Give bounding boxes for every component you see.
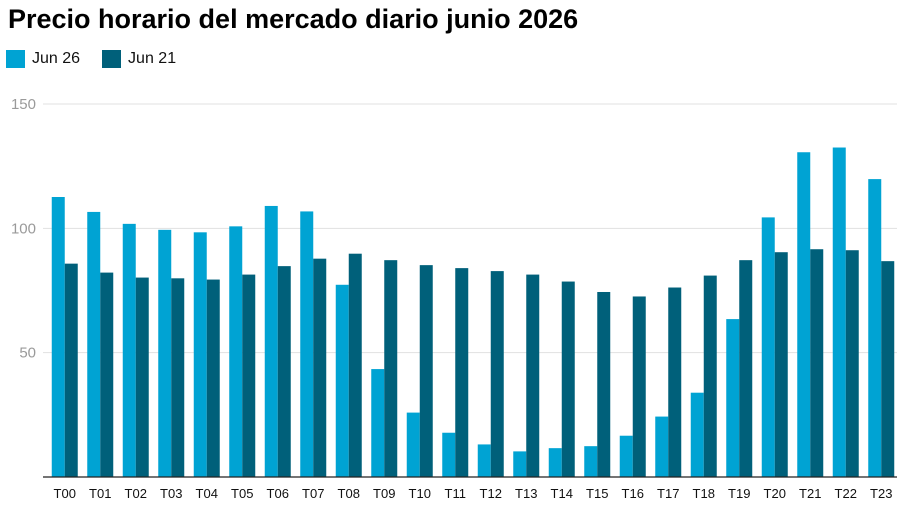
bar-T12-series-1 — [477, 444, 491, 477]
bar-T22-series-1 — [832, 147, 846, 477]
legend-item-series-2: Jun 21 — [102, 50, 176, 68]
x-tick-label: T23 — [870, 486, 892, 501]
x-tick-label: T04 — [196, 486, 218, 501]
bar-T20-series-2 — [774, 252, 788, 477]
bar-T02-series-2 — [135, 277, 149, 477]
x-tick-label: T10 — [409, 486, 431, 501]
legend-swatch-series-2 — [102, 50, 122, 68]
x-tick-label: T22 — [835, 486, 857, 501]
x-tick-label: T11 — [445, 486, 466, 501]
y-tick-label: 100 — [11, 220, 36, 237]
legend-swatch-series-1 — [6, 50, 25, 68]
bar-T07-series-1 — [300, 211, 314, 477]
bar-T13-series-2 — [526, 274, 540, 477]
x-tick-label: T07 — [302, 486, 324, 501]
bar-T16-series-1 — [619, 435, 633, 477]
bar-T23-series-2 — [881, 261, 895, 477]
bar-T21-series-2 — [810, 249, 824, 477]
bar-T06-series-2 — [277, 266, 291, 477]
x-tick-label: T08 — [338, 486, 360, 501]
bar-T11-series-1 — [442, 432, 456, 477]
bar-T14-series-1 — [548, 448, 562, 477]
bar-T00-series-1 — [51, 197, 65, 477]
x-tick-label: T06 — [267, 486, 289, 501]
legend-item-series-1: Jun 26 — [6, 50, 80, 68]
bar-T08-series-1 — [335, 284, 349, 477]
bar-T19-series-1 — [726, 319, 740, 477]
y-tick-label: 150 — [11, 96, 36, 113]
bar-T12-series-2 — [490, 271, 504, 477]
x-tick-label: T14 — [551, 486, 573, 501]
x-tick-label: T03 — [160, 486, 182, 501]
bar-T03-series-1 — [158, 229, 172, 477]
bar-T17-series-2 — [668, 287, 682, 477]
bar-T01-series-2 — [100, 272, 114, 477]
bar-T00-series-2 — [64, 263, 78, 477]
legend-label-series-1: Jun 26 — [32, 50, 81, 67]
x-tick-label: T15 — [586, 486, 608, 501]
bar-T19-series-2 — [739, 260, 753, 477]
bar-T11-series-2 — [455, 268, 469, 477]
x-tick-label: T21 — [799, 486, 821, 501]
bar-T05-series-1 — [229, 226, 243, 477]
bar-T18-series-2 — [703, 275, 717, 477]
bar-T13-series-1 — [513, 451, 527, 477]
bar-T08-series-2 — [348, 253, 362, 477]
bar-T02-series-1 — [122, 223, 136, 477]
x-tick-label: T13 — [515, 486, 537, 501]
x-tick-label: T02 — [125, 486, 147, 501]
x-tick-label: T17 — [657, 486, 679, 501]
x-tick-label: T19 — [728, 486, 750, 501]
bar-T04-series-1 — [193, 232, 207, 477]
bar-T14-series-2 — [561, 281, 575, 477]
x-tick-label: T18 — [693, 486, 715, 501]
chart-title: Precio horario del mercado diario junio … — [8, 4, 579, 34]
bar-T23-series-1 — [868, 179, 882, 477]
x-tick-label: T01 — [89, 486, 111, 501]
bar-T04-series-2 — [206, 279, 220, 477]
x-tick-label: T05 — [231, 486, 253, 501]
legend-label-series-2: Jun 21 — [128, 50, 177, 67]
bar-T09-series-1 — [371, 369, 385, 477]
y-tick-label: 50 — [19, 345, 36, 362]
bar-T17-series-1 — [655, 416, 669, 477]
bar-T21-series-1 — [797, 152, 811, 477]
bar-T10-series-1 — [406, 412, 420, 477]
bar-T18-series-1 — [690, 392, 704, 477]
bar-T06-series-1 — [264, 205, 278, 477]
bar-T16-series-2 — [632, 296, 646, 477]
x-tick-label: T16 — [622, 486, 644, 501]
bar-T10-series-2 — [419, 265, 433, 477]
x-tick-label: T00 — [54, 486, 76, 501]
bar-T22-series-2 — [845, 250, 859, 477]
bar-T15-series-1 — [584, 446, 598, 477]
bar-T05-series-2 — [242, 274, 256, 477]
bar-T09-series-2 — [384, 260, 398, 477]
bar-T15-series-2 — [597, 291, 611, 477]
bar-T03-series-2 — [171, 278, 185, 477]
bar-T20-series-1 — [761, 217, 775, 477]
legend: Jun 26 Jun 21 — [6, 50, 198, 68]
bar-T07-series-2 — [313, 258, 327, 477]
x-tick-label: T20 — [764, 486, 786, 501]
x-tick-label: T12 — [480, 486, 502, 501]
bar-T01-series-1 — [87, 211, 101, 477]
x-tick-label: T09 — [373, 486, 395, 501]
